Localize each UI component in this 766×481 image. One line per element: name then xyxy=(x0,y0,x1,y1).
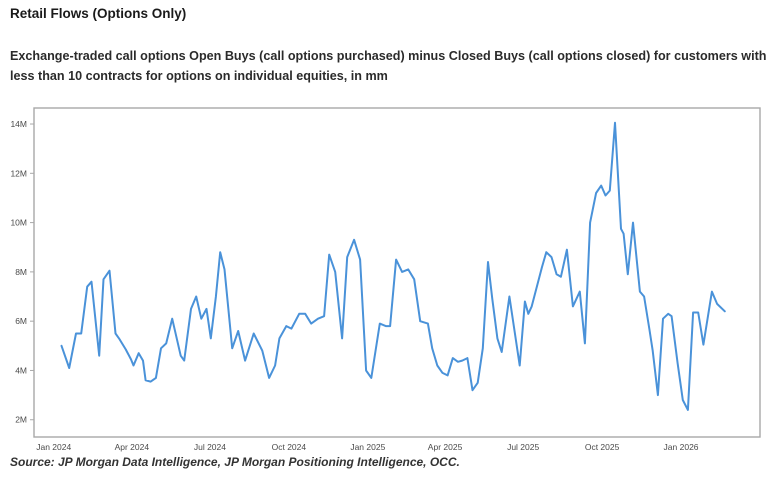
x-axis-tick-label: Oct 2024 xyxy=(272,442,307,452)
x-axis-tick-label: Jan 2026 xyxy=(664,442,699,452)
plot-border xyxy=(33,107,761,438)
y-axis-tick-label: 2M xyxy=(15,415,27,425)
x-axis-tick-label: Jan 2025 xyxy=(350,442,385,452)
x-axis-tick-label: Apr 2024 xyxy=(115,442,150,452)
x-axis-tick-label: Jul 2024 xyxy=(194,442,226,452)
chart-area: 2M 4M 6M 8M 10M 12M 14M Jan 2024 Apr 2024 Jul 202… xyxy=(0,95,766,455)
x-axis-tick-label: Jan 2024 xyxy=(36,442,71,452)
source-note: Source: JP Morgan Data Intelligence, JP … xyxy=(10,455,460,469)
y-axis-tick-label: 4M xyxy=(15,365,27,375)
y-axis-tick-label: 6M xyxy=(15,316,27,326)
x-axis-tick-label: Oct 2025 xyxy=(585,442,620,452)
retail-flows-line-chart: 2M 4M 6M 8M 10M 12M 14M Jan 2024 Apr 2024 Jul 202… xyxy=(10,107,761,452)
y-axis-tick-label: 14M xyxy=(10,119,27,129)
x-axis-tick-label: Jul 2025 xyxy=(507,442,539,452)
y-axis-tick-label: 8M xyxy=(15,267,27,277)
chart-subtitle-line1: Exchange-traded call options Open Buys (… xyxy=(10,49,766,63)
chart-subtitle: Exchange-traded call options Open Buys (… xyxy=(10,46,766,86)
y-axis-tick-label: 10M xyxy=(10,218,27,228)
y-axis-tick-label: 12M xyxy=(10,168,27,178)
data-line xyxy=(60,121,726,411)
page-title: Retail Flows (Options Only) xyxy=(10,6,187,21)
x-axis-tick-label: Apr 2025 xyxy=(428,442,463,452)
chart-subtitle-line2: less than 10 contracts for options on in… xyxy=(10,69,388,83)
